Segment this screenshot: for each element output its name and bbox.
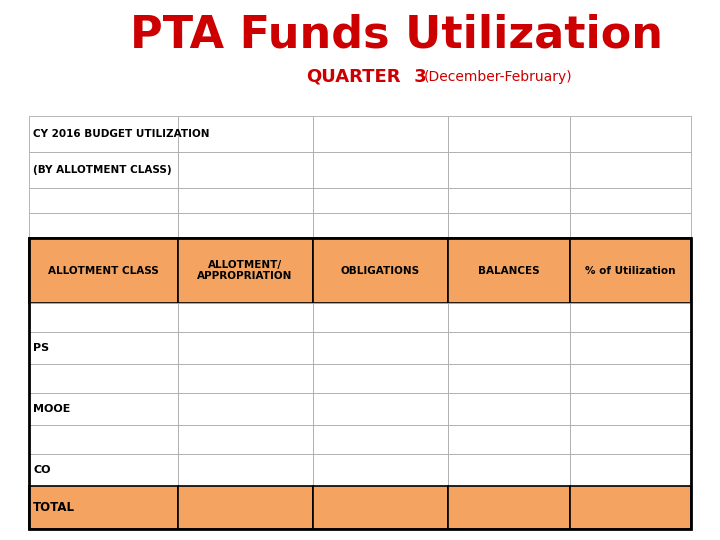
Text: % of Utilization: % of Utilization [585, 266, 675, 275]
Text: 3: 3 [408, 68, 433, 86]
Text: OBLIGATIONS: OBLIGATIONS [341, 266, 420, 275]
Text: (December-February): (December-February) [423, 70, 572, 84]
Text: CY 2016 BUDGET UTILIZATION: CY 2016 BUDGET UTILIZATION [33, 129, 210, 139]
Text: MOOE: MOOE [33, 404, 71, 414]
Text: PS: PS [33, 343, 49, 353]
Text: CO: CO [33, 465, 50, 475]
Text: QUARTER: QUARTER [306, 68, 400, 86]
Text: ALLOTMENT/
APPROPRIATION: ALLOTMENT/ APPROPRIATION [197, 260, 293, 281]
Text: PTA Funds Utilization: PTA Funds Utilization [130, 14, 662, 57]
Text: TOTAL: TOTAL [33, 501, 75, 514]
Text: (BY ALLOTMENT CLASS): (BY ALLOTMENT CLASS) [33, 165, 172, 175]
Text: ALLOTMENT CLASS: ALLOTMENT CLASS [48, 266, 158, 275]
Text: BALANCES: BALANCES [478, 266, 539, 275]
